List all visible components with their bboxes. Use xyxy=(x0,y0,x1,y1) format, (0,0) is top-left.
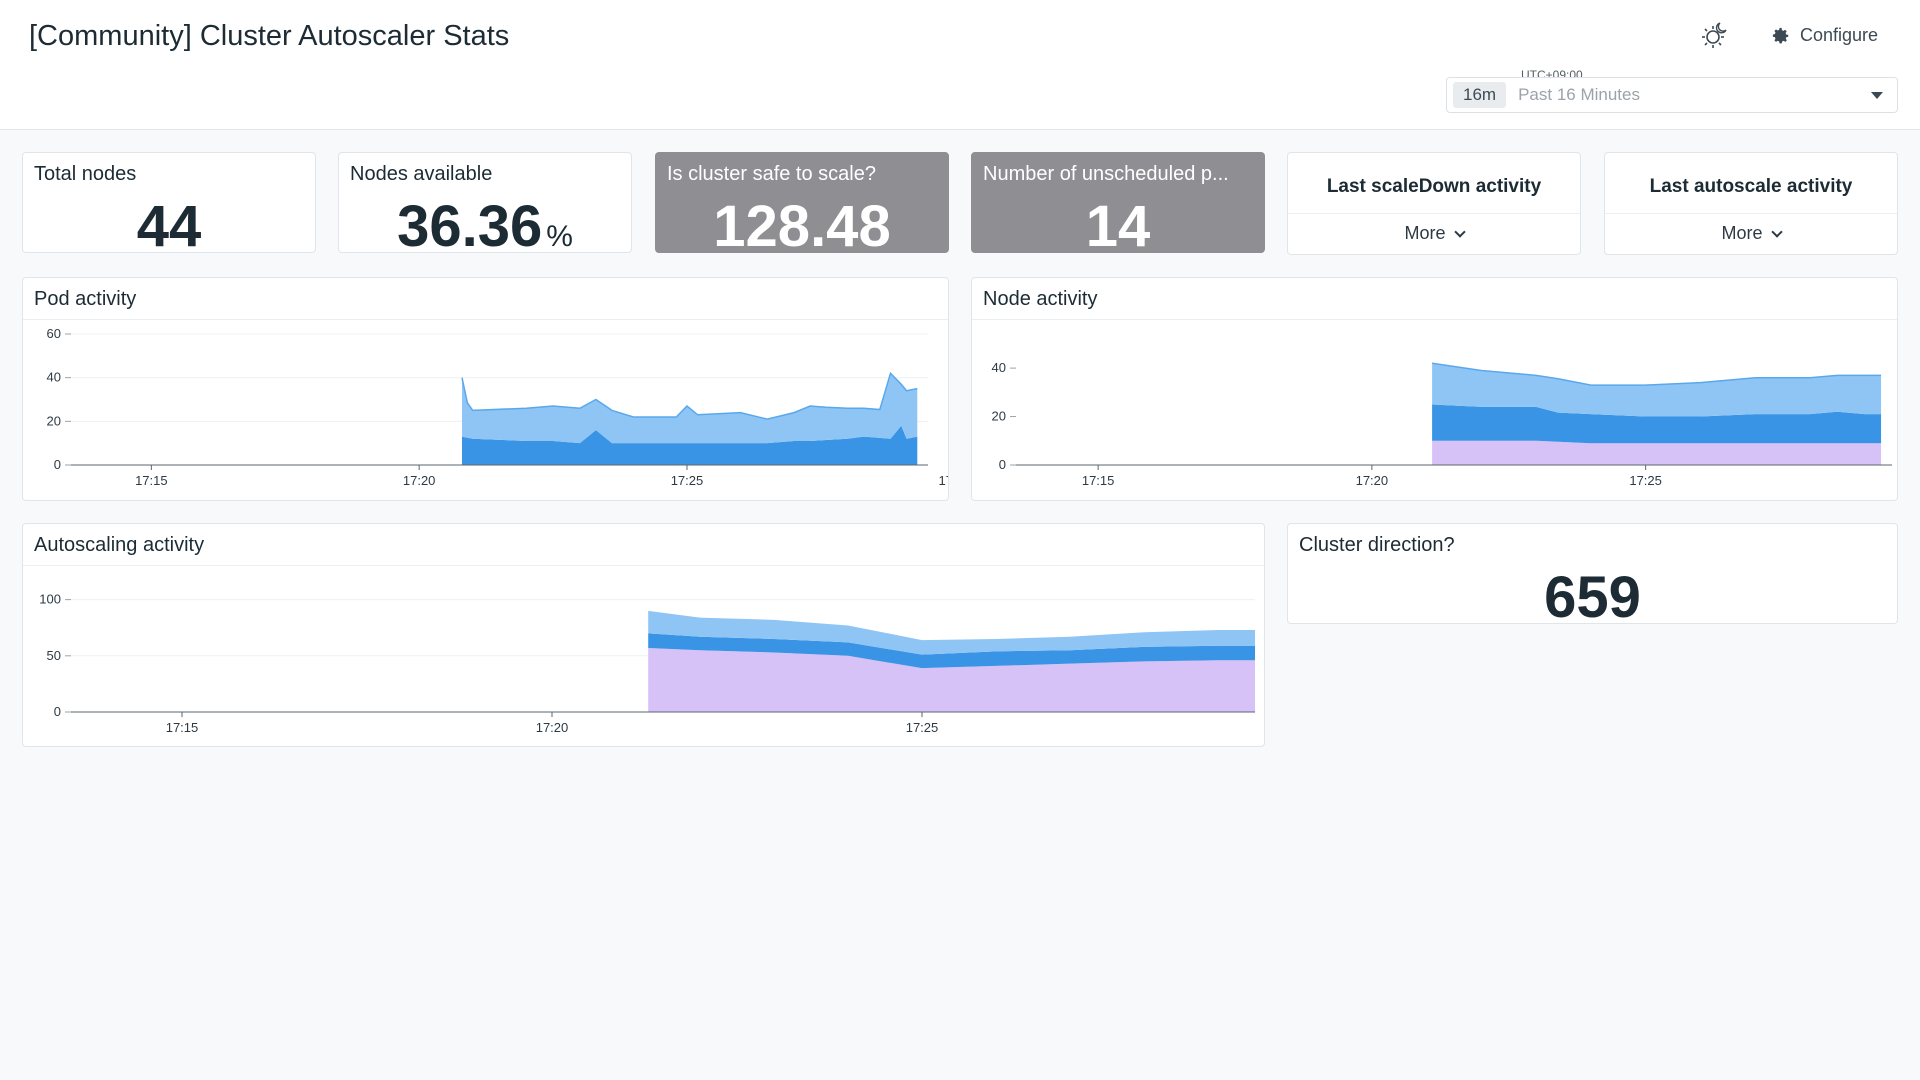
x-tick-label: 17:20 xyxy=(536,720,569,735)
area-series xyxy=(1432,440,1882,465)
query-value: 44 xyxy=(136,194,202,259)
dashboard-title: [Community] Cluster Autoscaler Stats xyxy=(29,20,510,52)
y-tick-label: 40 xyxy=(47,370,61,385)
time-range-badge: 16m xyxy=(1453,82,1507,108)
widget-title: Last autoscale activity xyxy=(1649,176,1853,197)
more-label: More xyxy=(1721,223,1763,243)
query-value: 36.36 xyxy=(397,194,543,259)
y-tick-label: 60 xyxy=(47,326,61,341)
x-tick-label: 17:30 xyxy=(939,473,948,488)
widget-node-activity[interactable]: Node activity 0204017:1517:2017:2517:301… xyxy=(971,277,1898,501)
widget-title: Is cluster safe to scale? xyxy=(667,163,876,185)
y-tick-label: 20 xyxy=(992,409,1006,424)
divider xyxy=(1288,213,1580,214)
widget-title: Autoscaling activity xyxy=(34,534,205,556)
y-tick-label: 50 xyxy=(47,648,61,663)
chart-header: Pod activity xyxy=(23,278,948,320)
chevron-down-icon xyxy=(1453,226,1466,238)
y-tick-label: 0 xyxy=(999,457,1006,472)
area-series xyxy=(462,425,918,465)
query-value: 659 xyxy=(1544,565,1641,630)
query-value: 14 xyxy=(1085,194,1151,259)
query-value-wrap: 36.36% xyxy=(339,195,631,259)
widget-pod-activity[interactable]: Pod activity 0 20 40 60 17:15 17:20 17:25 17:30… xyxy=(22,277,949,501)
x-tick-label: 17:20 xyxy=(1356,473,1389,488)
caret-down-icon xyxy=(1871,92,1883,99)
more-label: More xyxy=(1404,223,1446,243)
y-tick-label: 0 xyxy=(54,704,61,719)
x-tick-label: 17:15 xyxy=(1082,473,1115,488)
theme-toggle-icon[interactable] xyxy=(1700,20,1730,50)
chart-header: Autoscaling activity xyxy=(23,524,1264,566)
widget-last-scaledown[interactable]: Last scaleDown activity More xyxy=(1287,152,1581,255)
widget-title: Node activity xyxy=(983,288,1098,310)
widget-nodes-available[interactable]: Nodes available 36.36% xyxy=(338,152,632,258)
area-series xyxy=(1432,404,1882,444)
widget-total-nodes[interactable]: Total nodes 44 xyxy=(22,152,316,258)
widget-autoscaling-activity[interactable]: Autoscaling activity 0 50 100 17:15 17:20 17:… xyxy=(22,523,1265,747)
query-unit: % xyxy=(546,220,573,253)
widget-title: Last scaleDown activity xyxy=(1326,176,1542,197)
widget-title: Total nodes xyxy=(34,163,137,185)
area-series xyxy=(648,647,1255,712)
x-tick-label: 17:25 xyxy=(1629,473,1662,488)
divider xyxy=(1605,213,1897,214)
more-button[interactable]: More xyxy=(1288,223,1580,244)
widget-title: Pod activity xyxy=(34,288,137,310)
series-line xyxy=(1431,362,1882,386)
y-tick-label: 100 xyxy=(39,592,61,607)
configure-button[interactable]: Configure xyxy=(1772,25,1878,46)
widget-title: Number of unscheduled p... xyxy=(983,163,1229,185)
widget-unscheduled-pods[interactable]: Number of unscheduled p... 14 xyxy=(971,152,1265,258)
time-range-text: Past 16 Minutes xyxy=(1518,85,1640,104)
widget-cluster-direction[interactable]: Cluster direction? 659 xyxy=(1287,523,1898,629)
area-series xyxy=(1432,363,1882,417)
dashboard-header: [Community] Cluster Autoscaler Stats Con… xyxy=(0,0,1920,130)
y-tick-label: 0 xyxy=(54,457,61,472)
configure-label: Configure xyxy=(1800,25,1879,45)
x-tick-label: 17:25 xyxy=(906,720,939,735)
widget-title: Cluster direction? xyxy=(1299,534,1455,556)
area-series xyxy=(648,610,1255,655)
chevron-down-icon xyxy=(1770,226,1783,238)
x-tick-label: 17:15 xyxy=(135,473,168,488)
y-tick-label: 20 xyxy=(47,413,61,428)
query-value: 128.48 xyxy=(713,194,891,259)
widget-last-autoscale[interactable]: Last autoscale activity More xyxy=(1604,152,1898,255)
x-tick-label: 17:20 xyxy=(403,473,436,488)
x-tick-label: 17:15 xyxy=(166,720,199,735)
widget-safe-to-scale[interactable]: Is cluster safe to scale? 128.48 xyxy=(655,152,949,258)
area-series xyxy=(648,633,1255,669)
gear-icon xyxy=(1772,27,1789,43)
series-line xyxy=(461,371,918,420)
chart-header: Node activity xyxy=(972,278,1897,320)
y-tick-label: 40 xyxy=(992,360,1006,375)
x-tick-label: 17:25 xyxy=(671,473,704,488)
widget-title: Nodes available xyxy=(350,163,493,185)
more-button[interactable]: More xyxy=(1605,223,1897,244)
time-range-picker[interactable]: 16m Past 16 Minutes xyxy=(1446,77,1898,113)
